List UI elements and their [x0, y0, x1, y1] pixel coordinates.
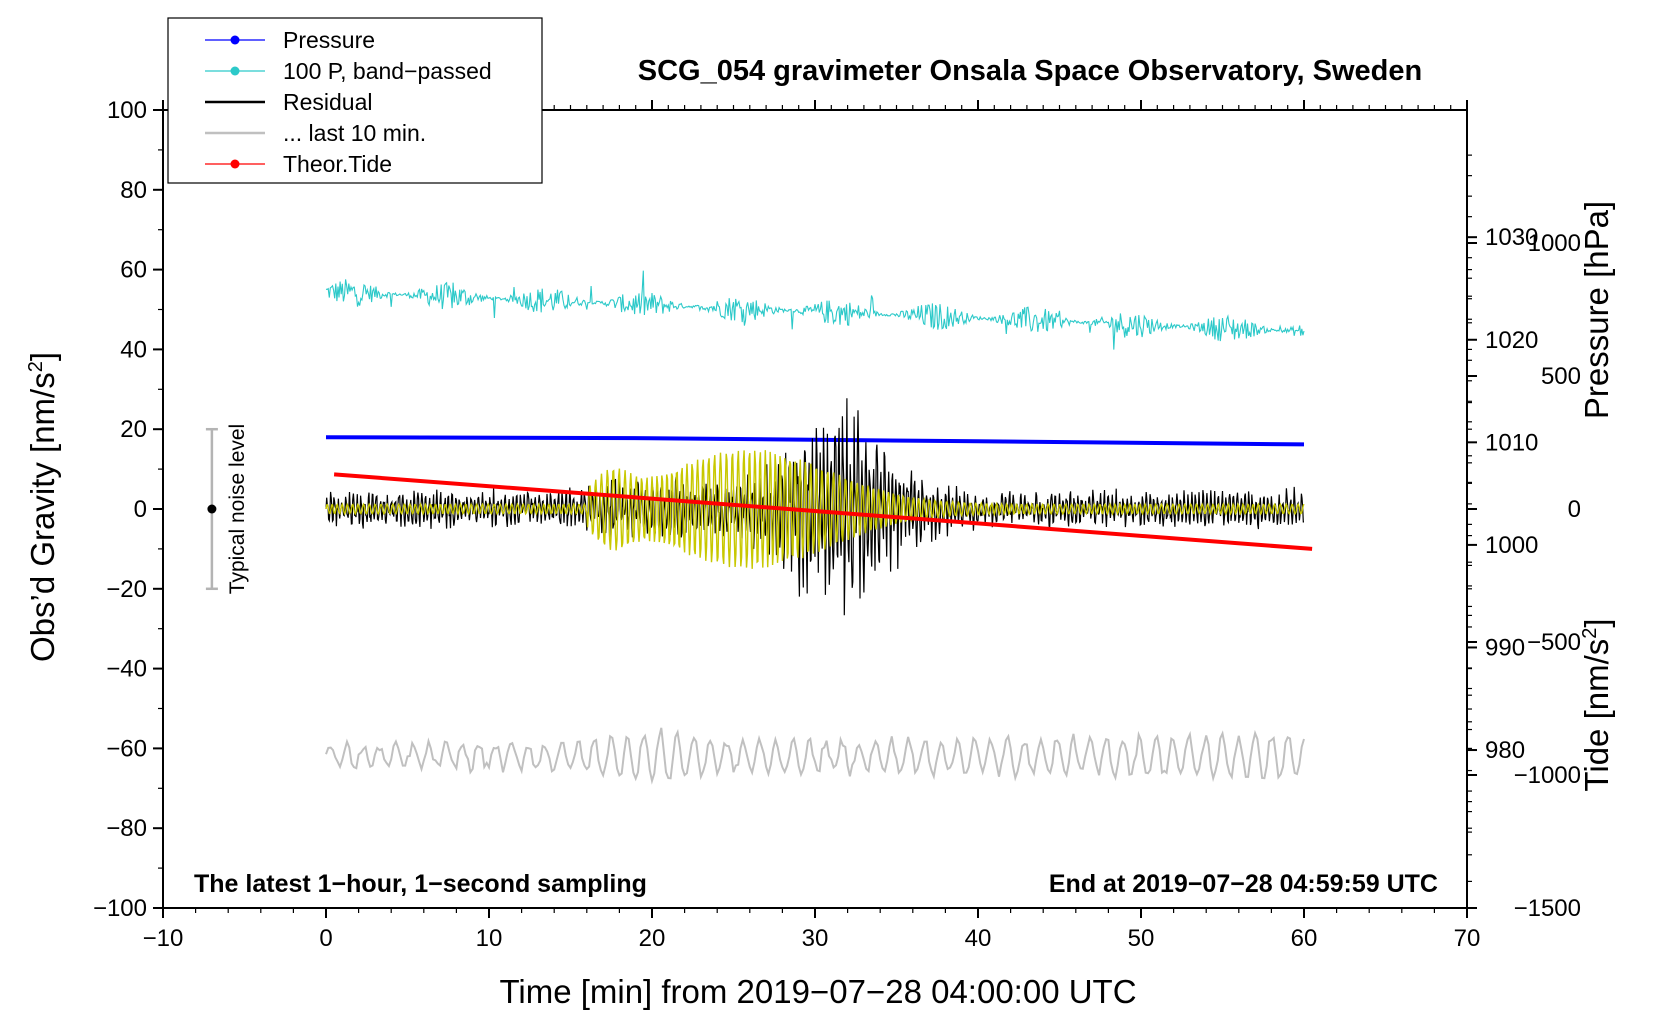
series-residual — [325, 398, 1304, 616]
x-tick-label: 30 — [802, 925, 829, 952]
series-pressure — [325, 435, 1305, 447]
series-residual-lowpass — [325, 450, 1305, 569]
y-tick-label: −20 — [106, 576, 147, 603]
series-band-passed-pressure — [325, 270, 1305, 350]
right-note: End at 2019−07−28 04:59:59 UTC — [1049, 870, 1438, 898]
tick-layer: −10 0 10 20 30 40 50 60 70100806040200−20−40−60−… — [93, 97, 1581, 952]
pressure-axis-title: Pressure [hPa] — [1578, 201, 1615, 419]
y-axis-title-close: ] — [24, 352, 61, 361]
y-tick-label: 80 — [120, 177, 147, 204]
series-layer — [325, 270, 1313, 785]
pressure-tick-label: 1010 — [1485, 429, 1538, 456]
y-tick-label: −60 — [106, 735, 147, 762]
y-axis-title: Obs’d Gravity [nm/s2] — [24, 352, 61, 662]
x-tick-label: 70 — [1454, 925, 1481, 952]
chart-title: SCG_054 gravimeter Onsala Space Observat… — [638, 55, 1422, 87]
legend-marker — [230, 35, 240, 45]
legend-label: Theor.Tide — [283, 151, 392, 177]
legend-marker — [230, 159, 240, 169]
noise-center-dot — [207, 504, 217, 514]
x-tick-label: −10 — [143, 925, 184, 952]
legend-label: Pressure — [283, 27, 375, 53]
legend-label: Residual — [283, 89, 373, 115]
legend-marker — [230, 66, 240, 76]
pressure-tick-label: 1000 — [1485, 532, 1538, 559]
legend-items: Pressure 100 P, band−passed Residual ... la… — [205, 27, 492, 177]
y-tick-label: 100 — [107, 97, 147, 124]
x-tick-label: 60 — [1291, 925, 1318, 952]
noise-label: Typical noise level — [226, 424, 249, 594]
x-tick-label: 50 — [1128, 925, 1155, 952]
x-tick-label: 20 — [639, 925, 666, 952]
noise-indicator: Typical noise level — [205, 424, 249, 594]
y-tick-label: −80 — [106, 815, 147, 842]
x-tick-label: 40 — [965, 925, 992, 952]
y-tick-label: −100 — [93, 895, 147, 922]
series-theor-tide — [333, 472, 1313, 551]
tide-axis-title: Tide [nm/s2] — [1578, 618, 1615, 791]
tide-tick-label: 500 — [1541, 363, 1581, 390]
legend-box — [167, 17, 543, 184]
legend-label: ... last 10 min. — [283, 120, 426, 146]
tide-tick-label: −1500 — [1514, 895, 1581, 922]
tide-axis-title-main: Tide [nm/s — [1578, 639, 1615, 792]
tide-tick-label: 0 — [1568, 496, 1581, 523]
y-tick-label: 60 — [120, 257, 147, 284]
legend-label: 100 P, band−passed — [283, 58, 492, 84]
legend: Pressure 100 P, band−passed Residual ... la… — [167, 17, 543, 184]
y-tick-label: 40 — [120, 336, 147, 363]
x-tick-label: 10 — [476, 925, 503, 952]
tide-tick-label: 1000 — [1528, 230, 1581, 257]
series-last-10-min — [325, 727, 1305, 785]
left-note: The latest 1−hour, 1−second sampling — [194, 870, 647, 898]
tide-axis-title-sup: 2 — [1579, 628, 1601, 639]
y-tick-label: 20 — [120, 416, 147, 443]
pressure-tick-label: 990 — [1485, 634, 1525, 661]
tide-tick-label: −1000 — [1514, 762, 1581, 789]
x-axis-title: Time [min] from 2019−07−28 04:00:00 UTC — [499, 973, 1136, 1010]
pressure-tick-label: 980 — [1485, 737, 1525, 764]
x-tick-label: 0 — [319, 925, 332, 952]
y-tick-label: −40 — [106, 656, 147, 683]
pressure-tick-label: 1030 — [1485, 224, 1538, 251]
tide-tick-label: −500 — [1527, 629, 1581, 656]
y-axis-title-sup: 2 — [25, 361, 47, 372]
tide-axis-title-close: ] — [1578, 618, 1615, 627]
y-axis-title-main: Obs’d Gravity [nm/s — [24, 372, 61, 662]
pressure-tick-label: 1020 — [1485, 327, 1538, 354]
y-tick-label: 0 — [134, 496, 147, 523]
